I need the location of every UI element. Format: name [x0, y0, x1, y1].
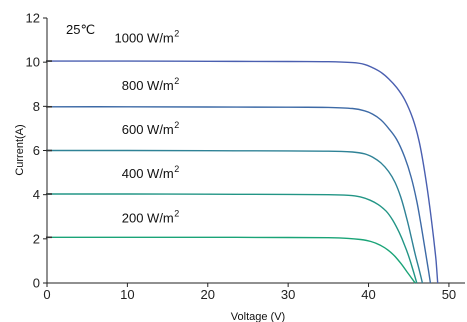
series-label-4: 200 W/m: [122, 210, 174, 225]
series-line-2: [46, 149, 424, 284]
y-tick-label: 0: [33, 276, 40, 291]
temperature-annotation: 25℃: [66, 22, 95, 37]
y-tick-label: 10: [26, 55, 40, 70]
y-tick-label: 4: [33, 187, 40, 202]
series-label-sup-2: 2: [174, 120, 179, 130]
y-axis-label: Current(A): [14, 124, 26, 175]
y-tick-label: 12: [26, 11, 40, 26]
series-label-1: 800 W/m: [122, 78, 174, 93]
y-tick-label: 2: [33, 231, 40, 246]
series-line-1: [46, 106, 432, 284]
y-tick-label: 8: [33, 99, 40, 114]
x-axis-label: Voltage (V): [231, 311, 285, 322]
series-label-sup-4: 2: [174, 208, 179, 218]
series-label-sup-3: 2: [174, 164, 179, 174]
x-tick-label: 40: [361, 287, 375, 302]
series-line-3: [46, 193, 418, 284]
curves: [46, 60, 439, 284]
series-label-2: 600 W/m: [122, 122, 174, 137]
series-label-sup-1: 2: [174, 76, 179, 86]
series-label-3: 400 W/m: [122, 166, 174, 181]
x-tick-label: 10: [120, 287, 134, 302]
series-label-sup-0: 2: [174, 28, 179, 38]
axes: 0 10 20 30 40 50 0 2 4 6 8 10 12: [26, 11, 465, 302]
x-tick-label: 50: [442, 287, 456, 302]
y-tick-label: 6: [33, 143, 40, 158]
series-label-0: 1000 W/m: [115, 30, 174, 45]
x-tick-label: 20: [201, 287, 215, 302]
x-tick-label: 0: [43, 287, 50, 302]
x-tick-label: 30: [281, 287, 295, 302]
series-line-0: [47, 60, 439, 284]
series-line-4: [47, 236, 416, 284]
